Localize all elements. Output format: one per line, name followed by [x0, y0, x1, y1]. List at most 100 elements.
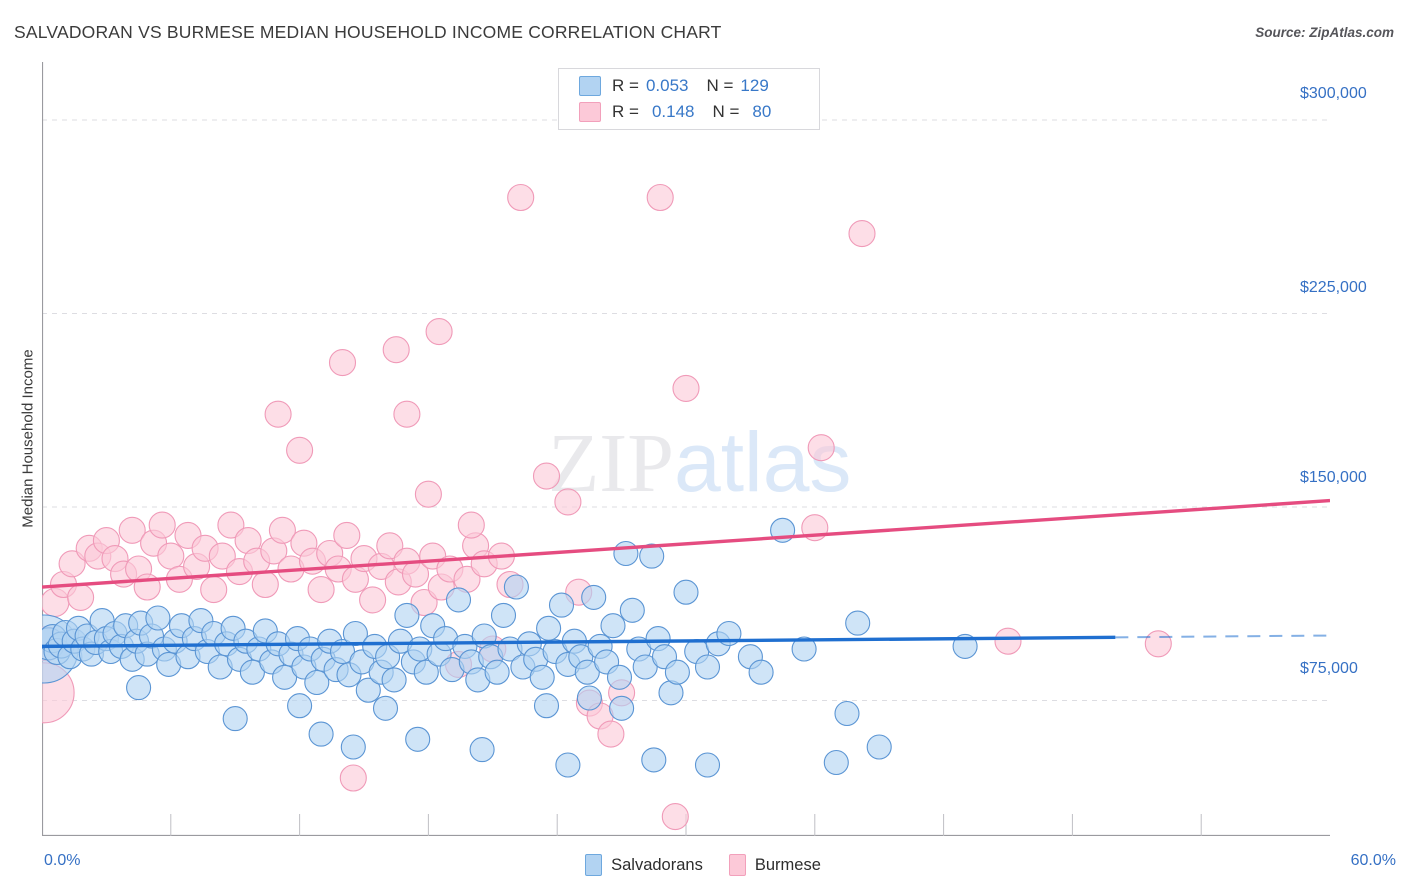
data-point: [425, 318, 453, 346]
data-point: [58, 550, 86, 578]
data-point: [67, 583, 95, 611]
data-point: [340, 734, 366, 760]
data-point: [632, 654, 658, 680]
data-point: [145, 605, 171, 631]
data-point: [376, 532, 404, 560]
x-tick-label: 60.0%: [1350, 852, 1396, 869]
data-point: [600, 613, 626, 639]
data-point: [490, 602, 517, 628]
data-point: [286, 436, 314, 464]
data-point: [304, 669, 330, 696]
data-point: [328, 349, 357, 377]
data-point: [529, 664, 555, 690]
correlation-legend: R = 0.053 N = 129 R = 0.148 N = 80: [558, 68, 820, 130]
data-point: [791, 636, 817, 662]
data-point: [507, 183, 535, 212]
data-point: [952, 633, 978, 659]
data-point: [372, 695, 399, 721]
data-point: [413, 659, 439, 685]
data-point: [619, 597, 645, 623]
data-point: [994, 627, 1022, 655]
legend-n-value-salvadorans: 129: [740, 76, 769, 95]
data-point: [355, 677, 381, 703]
data-point: [646, 183, 674, 212]
data-point: [641, 747, 667, 773]
data-point: [200, 576, 228, 604]
legend-item-burmese[interactable]: Burmese: [728, 854, 821, 876]
legend-n-value-burmese: 80: [752, 102, 772, 121]
data-point: [307, 576, 335, 604]
legend-r-value-salvadorans: 0.053: [645, 76, 689, 95]
data-point: [359, 586, 387, 614]
legend-label-salvadorans: Salvadorans: [611, 855, 703, 874]
data-point: [308, 721, 334, 747]
data-point: [694, 752, 721, 778]
legend-item-salvadorans[interactable]: Salvadorans: [585, 854, 703, 876]
data-point: [639, 543, 665, 569]
legend-n-label-burmese: N =: [712, 102, 740, 121]
data-point: [848, 220, 876, 248]
data-point: [157, 542, 185, 570]
data-point: [664, 659, 690, 685]
data-point: [414, 480, 442, 508]
data-point: [606, 664, 633, 690]
data-point: [574, 659, 600, 685]
data-point: [208, 542, 236, 570]
legend-r-label-burmese: R =: [612, 102, 639, 121]
legend-swatch-burmese: [579, 102, 601, 122]
data-point: [503, 574, 529, 600]
legend-r-label-salvadorans: R =: [612, 76, 639, 95]
data-point: [609, 695, 635, 721]
scatter-svg: [42, 62, 1330, 836]
x-tick-label: 0.0%: [44, 852, 81, 869]
data-point: [834, 700, 860, 727]
data-point: [807, 434, 835, 462]
data-point: [536, 615, 562, 641]
y-tick-label: $75,000: [1300, 660, 1358, 677]
trendline-salvadorans-extrapolated: [1115, 634, 1330, 639]
data-point: [597, 720, 625, 748]
legend-label-burmese: Burmese: [754, 855, 821, 874]
data-point: [272, 664, 298, 690]
trendline-burmese: [42, 498, 1330, 589]
data-point: [251, 570, 279, 599]
data-point: [845, 610, 871, 636]
data-point: [694, 654, 721, 680]
data-point: [239, 659, 265, 685]
data-point: [393, 400, 421, 428]
legend-n-label-salvadorans: N =: [706, 76, 734, 95]
data-point: [484, 659, 510, 685]
page-title: SALVADORAN VS BURMESE MEDIAN HOUSEHOLD I…: [14, 22, 722, 42]
data-point: [457, 511, 485, 539]
trendline-salvadorans: [42, 635, 1116, 649]
y-tick-label: $225,000: [1300, 279, 1367, 296]
legend-color-salvadorans: [585, 854, 603, 876]
data-point: [287, 693, 313, 719]
data-point: [673, 579, 699, 605]
data-point: [264, 400, 292, 428]
data-point: [672, 374, 700, 402]
data-point: [333, 521, 361, 549]
data-point: [469, 737, 495, 763]
data-point: [394, 602, 420, 628]
series-legend: Salvadorans Burmese: [0, 848, 1406, 882]
data-point: [1144, 630, 1172, 658]
data-point: [554, 488, 582, 516]
data-point: [126, 675, 152, 701]
data-point: [268, 516, 296, 544]
data-point: [533, 693, 560, 719]
data-point: [222, 706, 248, 732]
y-axis-title: Median Household Income: [19, 349, 37, 528]
data-point: [661, 803, 689, 831]
legend-color-burmese: [728, 854, 746, 876]
data-point: [548, 592, 575, 618]
data-point: [118, 516, 146, 544]
data-point: [339, 764, 367, 792]
data-point: [748, 659, 774, 685]
legend-row-burmese: R = 0.148 N = 80: [559, 99, 819, 125]
y-tick-label: $150,000: [1300, 469, 1367, 486]
source-attribution: Source: ZipAtlas.com: [1255, 25, 1394, 40]
data-point: [576, 685, 602, 711]
data-point: [342, 620, 368, 647]
y-tick-label: $300,000: [1300, 85, 1367, 102]
